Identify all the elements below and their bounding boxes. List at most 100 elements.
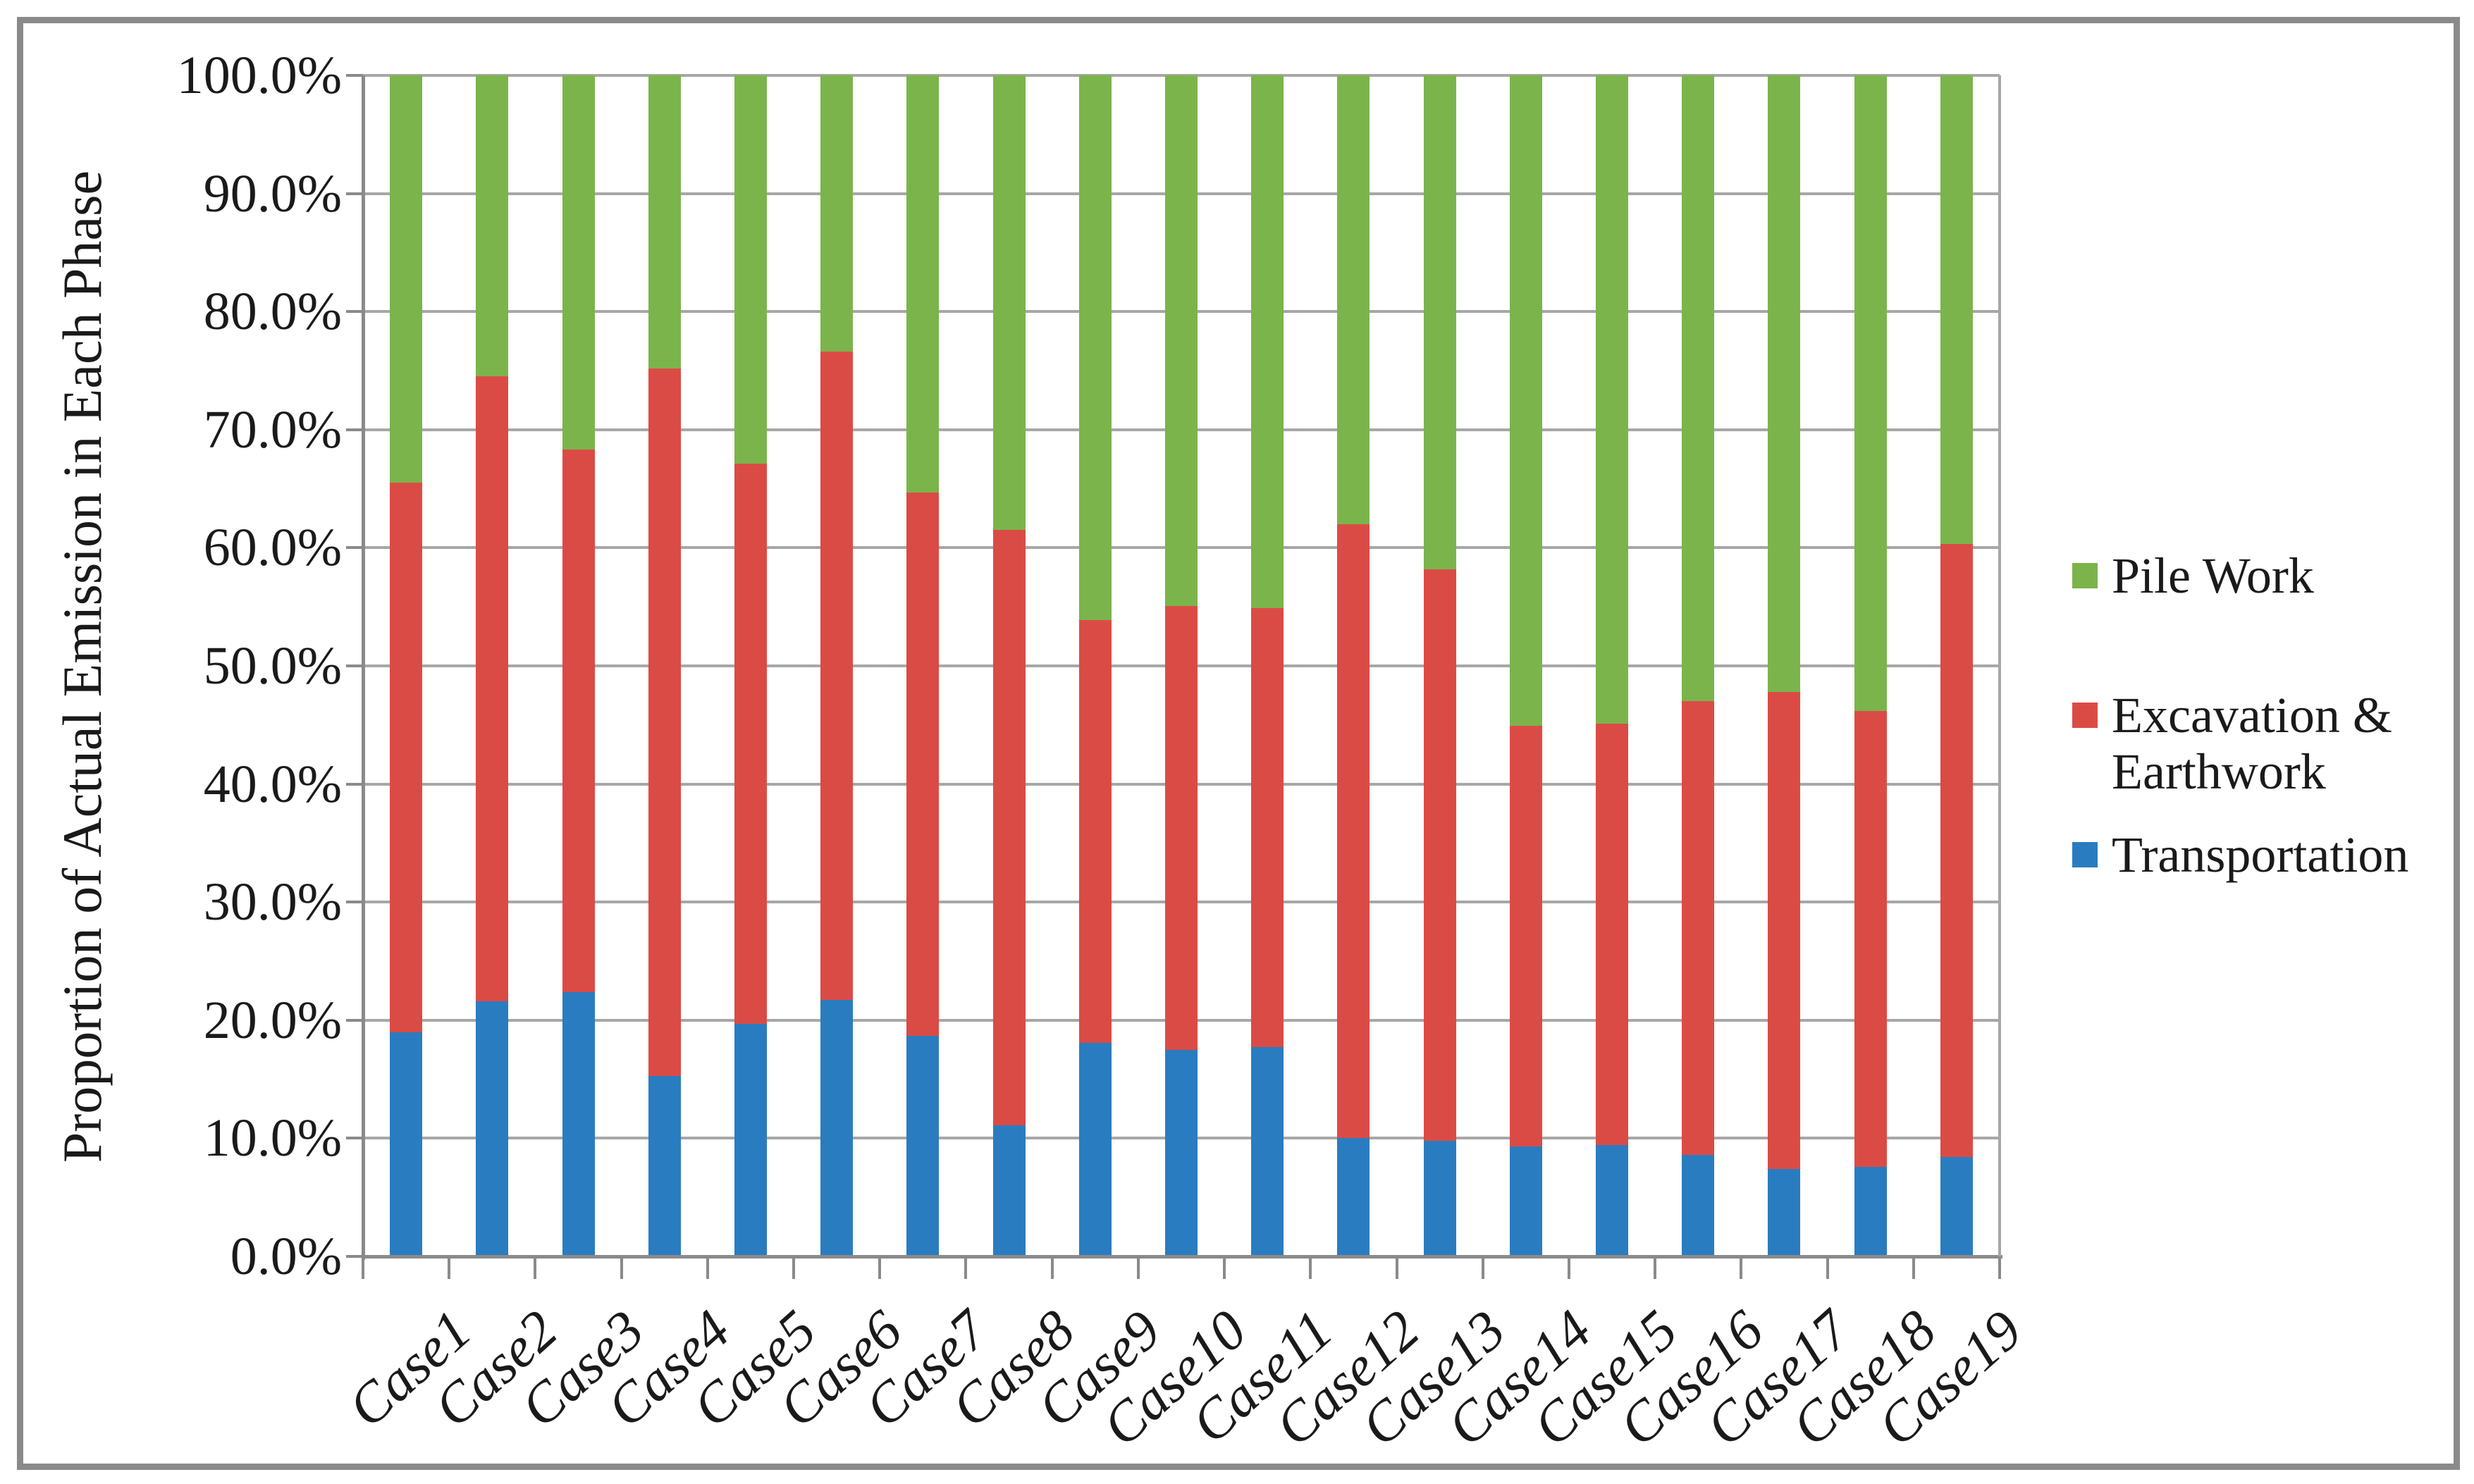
x-tick xyxy=(534,1256,537,1279)
bar-segment-case18-pile-work xyxy=(1854,75,1887,711)
bar-segment-case16-pile-work xyxy=(1682,75,1715,702)
bar-segment-case18-transportation xyxy=(1854,1166,1887,1256)
legend-marker-icon xyxy=(2072,703,2098,728)
bar-segment-case6-excavation-earthwork xyxy=(820,352,854,1001)
bar-segment-case1-transportation xyxy=(390,1032,423,1256)
x-tick xyxy=(1309,1256,1312,1279)
y-tick-0 xyxy=(346,1255,363,1258)
x-tick xyxy=(620,1256,623,1279)
x-tick xyxy=(1395,1256,1398,1279)
bar-segment-case1-excavation-earthwork xyxy=(390,483,423,1032)
bar-segment-case15-pile-work xyxy=(1596,75,1629,724)
x-tick xyxy=(1654,1256,1657,1279)
bar-segment-case5-pile-work xyxy=(734,75,767,464)
x-tick xyxy=(706,1256,709,1279)
x-tick xyxy=(1567,1256,1570,1279)
legend-item-excavation-earthwork: Excavation & Earthwork xyxy=(2072,687,2474,800)
bar-segment-case4-transportation xyxy=(648,1075,681,1256)
y-tick-70 xyxy=(346,428,363,431)
x-tick xyxy=(362,1256,364,1279)
x-tick xyxy=(1223,1256,1226,1279)
x-tick xyxy=(1136,1256,1140,1279)
y-tick-30 xyxy=(346,901,363,904)
bar-segment-case11-transportation xyxy=(1251,1047,1284,1256)
bar-segment-case8-excavation-earthwork xyxy=(992,530,1026,1125)
y-tick-20 xyxy=(346,1018,363,1022)
bar-segment-case9-excavation-earthwork xyxy=(1078,619,1112,1043)
x-tick xyxy=(1998,1256,2001,1279)
bar-segment-case12-transportation xyxy=(1337,1138,1370,1256)
legend-item-transportation: Transportation xyxy=(2072,827,2408,883)
y-tick-100 xyxy=(346,74,363,77)
bar-segment-case9-transportation xyxy=(1078,1042,1112,1256)
y-tick-80 xyxy=(346,310,363,314)
x-tick xyxy=(1481,1256,1484,1279)
bar-segment-case19-excavation-earthwork xyxy=(1940,544,1973,1158)
bar-segment-case2-pile-work xyxy=(476,75,509,377)
bar-segment-case7-excavation-earthwork xyxy=(906,492,940,1036)
y-tick-label: 20.0% xyxy=(203,990,342,1050)
bar-segment-case12-pile-work xyxy=(1337,75,1370,524)
bar-segment-case2-excavation-earthwork xyxy=(476,376,509,1001)
bar-segment-case16-transportation xyxy=(1682,1154,1715,1256)
bar-segment-case5-transportation xyxy=(734,1023,767,1256)
legend-label: Pile Work xyxy=(2112,548,2314,604)
bar-segment-case19-transportation xyxy=(1940,1157,1973,1256)
bar-segment-case10-transportation xyxy=(1165,1049,1198,1256)
bar-segment-case14-pile-work xyxy=(1509,75,1542,726)
bar-segment-case5-excavation-earthwork xyxy=(734,464,767,1024)
bar-segment-case7-transportation xyxy=(906,1035,940,1256)
y-tick-60 xyxy=(346,546,363,550)
bar-segment-case15-transportation xyxy=(1596,1145,1629,1256)
bar-segment-case2-transportation xyxy=(476,1001,509,1256)
bar-segment-case13-transportation xyxy=(1423,1140,1456,1256)
y-tick-label: 60.0% xyxy=(203,518,342,578)
x-tick xyxy=(1050,1256,1054,1279)
legend-marker-icon xyxy=(2072,563,2098,588)
bar-segment-case3-transportation xyxy=(562,991,595,1256)
y-tick-label: 10.0% xyxy=(203,1108,342,1168)
bar-segment-case17-excavation-earthwork xyxy=(1768,691,1801,1169)
x-tick xyxy=(448,1256,451,1279)
y-tick-label: 50.0% xyxy=(203,636,342,695)
legend-label: Transportation xyxy=(2112,827,2409,883)
figure-border xyxy=(17,17,2460,1470)
bar-segment-case15-excavation-earthwork xyxy=(1596,724,1629,1146)
y-tick-label: 90.0% xyxy=(203,163,342,223)
bar-segment-case6-transportation xyxy=(820,1000,854,1256)
bar-segment-case3-excavation-earthwork xyxy=(562,450,595,992)
x-axis-line xyxy=(362,1255,2002,1259)
bar-segment-case14-transportation xyxy=(1509,1146,1542,1256)
bar-segment-case9-pile-work xyxy=(1078,75,1112,620)
y-tick-label: 80.0% xyxy=(203,282,342,342)
bar-segment-case13-excavation-earthwork xyxy=(1423,569,1456,1141)
bar-segment-case1-pile-work xyxy=(390,75,423,483)
x-tick xyxy=(1740,1256,1743,1279)
x-tick xyxy=(1912,1256,1915,1279)
bar-segment-case8-transportation xyxy=(992,1125,1026,1256)
y-tick-label: 40.0% xyxy=(203,754,342,814)
plot-right-border xyxy=(1998,75,2001,1256)
bar-segment-case11-pile-work xyxy=(1251,75,1284,608)
bar-segment-case17-pile-work xyxy=(1768,75,1801,692)
y-tick-40 xyxy=(346,782,363,786)
x-tick xyxy=(792,1256,796,1279)
bar-segment-case4-pile-work xyxy=(648,75,681,369)
bar-segment-case13-pile-work xyxy=(1423,75,1456,569)
bar-segment-case4-excavation-earthwork xyxy=(648,368,681,1076)
bar-segment-case14-excavation-earthwork xyxy=(1509,726,1542,1147)
x-tick xyxy=(964,1256,968,1279)
y-tick-50 xyxy=(346,664,363,667)
bar-segment-case3-pile-work xyxy=(562,75,595,450)
y-tick-label: 70.0% xyxy=(203,400,342,459)
y-tick-label: 100.0% xyxy=(176,46,342,105)
bar-segment-case16-excavation-earthwork xyxy=(1682,701,1715,1155)
y-tick-10 xyxy=(346,1137,363,1140)
legend-label: Excavation & Earthwork xyxy=(2112,687,2392,800)
bar-segment-case10-excavation-earthwork xyxy=(1165,605,1198,1050)
bar-segment-case19-pile-work xyxy=(1940,75,1973,545)
bar-segment-case18-excavation-earthwork xyxy=(1854,710,1887,1167)
bar-segment-case8-pile-work xyxy=(992,75,1026,531)
bar-segment-case7-pile-work xyxy=(906,75,940,493)
